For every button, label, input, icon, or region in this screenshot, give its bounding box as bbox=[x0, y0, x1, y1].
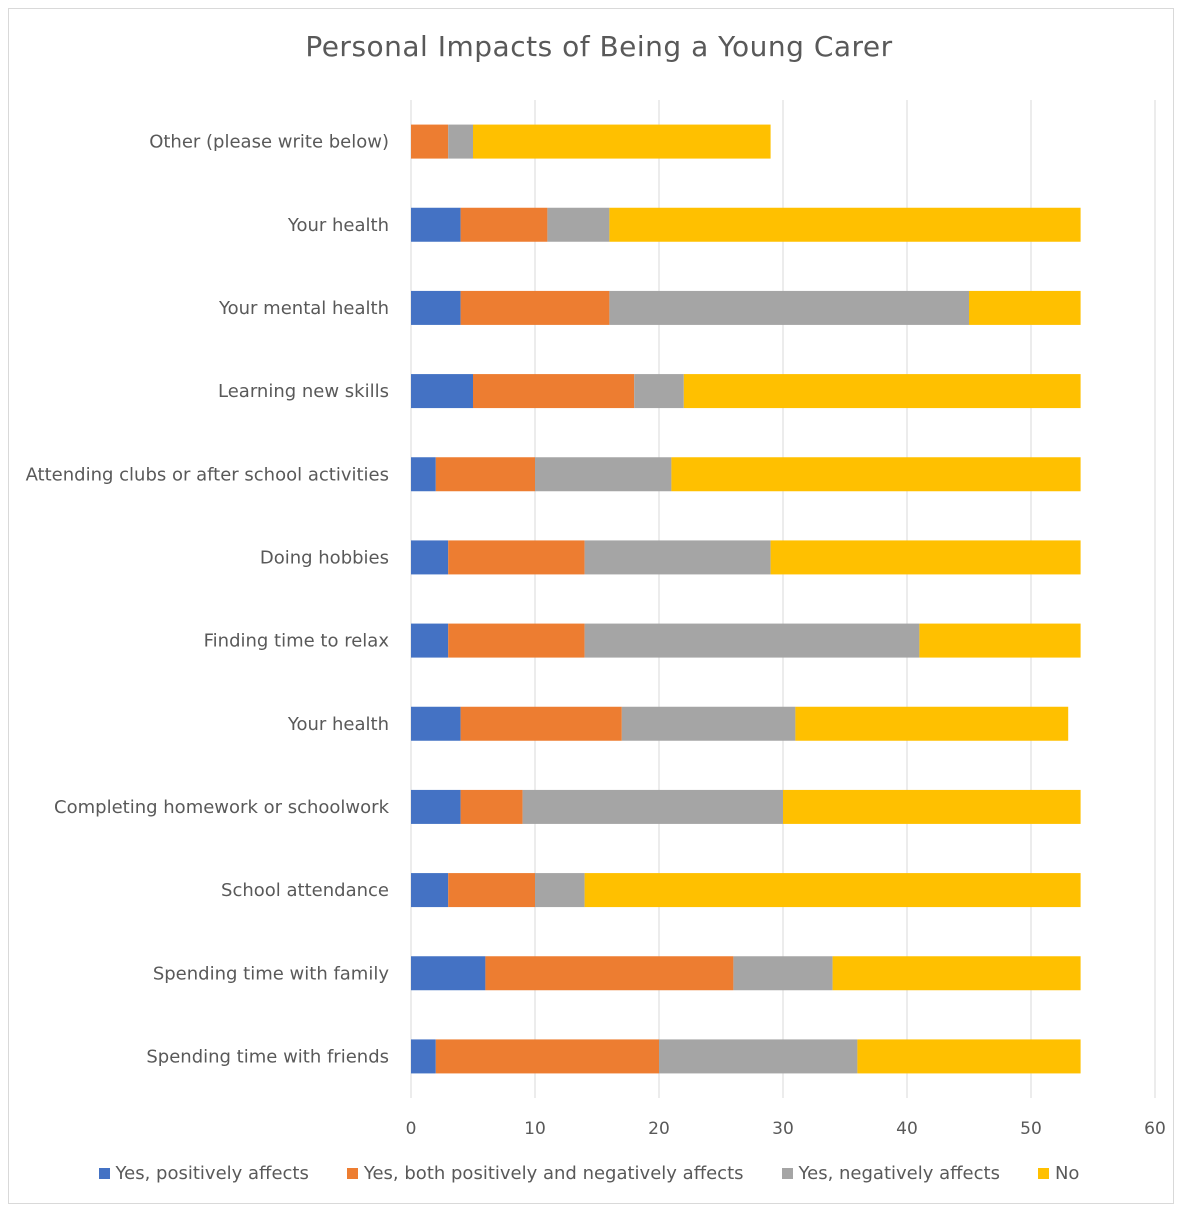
category-label: Attending clubs or after school activiti… bbox=[26, 464, 389, 485]
bar-segment-series-3 bbox=[609, 207, 1081, 242]
bar-segment-series-1 bbox=[460, 706, 622, 741]
bar-segment-series-0 bbox=[411, 873, 449, 908]
category-label: Learning new skills bbox=[218, 381, 389, 402]
bar-segment-series-2 bbox=[584, 540, 771, 575]
category-label: Finding time to relax bbox=[204, 631, 390, 652]
bar-segment-series-3 bbox=[770, 540, 1081, 575]
bar-segment-series-3 bbox=[473, 124, 771, 159]
bar-segment-series-0 bbox=[411, 540, 449, 575]
bar-segment-series-1 bbox=[460, 207, 548, 242]
bar-segment-series-0 bbox=[411, 457, 436, 492]
bar-segment-series-3 bbox=[783, 789, 1081, 824]
legend-swatch bbox=[781, 1168, 793, 1179]
bars bbox=[411, 124, 1081, 1074]
legend-item: Yes, positively affects bbox=[98, 1163, 309, 1184]
category-label: Completing homework or schoolwork bbox=[54, 797, 390, 818]
x-tick-label: 20 bbox=[648, 1119, 670, 1139]
gridlines bbox=[410, 100, 1156, 1098]
chart-title: Personal Impacts of Being a Young Carer bbox=[305, 30, 893, 63]
bar-segment-series-3 bbox=[919, 623, 1081, 658]
bar-segment-series-0 bbox=[411, 956, 486, 991]
bar-segment-series-2 bbox=[609, 290, 969, 325]
bar-segment-series-2 bbox=[535, 457, 672, 492]
bar-segment-series-3 bbox=[795, 706, 1069, 741]
legend-item: Yes, both positively and negatively affe… bbox=[346, 1163, 744, 1184]
bar-segment-series-0 bbox=[411, 207, 461, 242]
bar-segment-series-3 bbox=[832, 956, 1081, 991]
legend-label: Yes, negatively affects bbox=[798, 1163, 1000, 1184]
bar-segment-series-0 bbox=[411, 706, 461, 741]
category-label: Doing hobbies bbox=[260, 547, 389, 568]
bar-segment-series-0 bbox=[411, 290, 461, 325]
legend-swatch bbox=[98, 1168, 110, 1179]
bar-segment-series-2 bbox=[522, 789, 783, 824]
bar-segment-series-1 bbox=[485, 956, 734, 991]
legend-label: Yes, both positively and negatively affe… bbox=[363, 1163, 744, 1184]
category-label: Your mental health bbox=[218, 298, 389, 319]
category-label: School attendance bbox=[221, 880, 389, 901]
bar-segment-series-2 bbox=[733, 956, 833, 991]
bar-segment-series-2 bbox=[448, 124, 473, 159]
x-tick-label: 40 bbox=[896, 1119, 918, 1139]
bar-segment-series-1 bbox=[435, 1039, 659, 1074]
legend-item: Yes, negatively affects bbox=[781, 1163, 1000, 1184]
bar-segment-series-3 bbox=[671, 457, 1081, 492]
category-label: Spending time with family bbox=[153, 963, 390, 984]
bar-segment-series-1 bbox=[448, 873, 535, 908]
legend: Yes, positively affects Yes, both positiv… bbox=[0, 1163, 1178, 1184]
bar-segment-series-3 bbox=[857, 1039, 1081, 1074]
category-label: Your health bbox=[287, 714, 389, 735]
bar-segment-series-2 bbox=[634, 374, 684, 409]
x-tick-label: 30 bbox=[772, 1119, 794, 1139]
chart-frame bbox=[8, 8, 1174, 1204]
bar-segment-series-0 bbox=[411, 789, 461, 824]
bar-segment-series-1 bbox=[411, 124, 449, 159]
bar-segment-series-1 bbox=[460, 789, 523, 824]
bar-segment-series-0 bbox=[411, 1039, 436, 1074]
bar-segment-series-2 bbox=[584, 623, 920, 658]
x-tick-labels: 0 10 20 30 40 50 60 bbox=[406, 1119, 1166, 1139]
bar-segment-series-2 bbox=[535, 873, 585, 908]
bar-segment-series-1 bbox=[435, 457, 535, 492]
bar-segment-series-0 bbox=[411, 374, 473, 409]
bar-segment-series-1 bbox=[460, 290, 610, 325]
bar-segment-series-3 bbox=[584, 873, 1081, 908]
x-tick-label: 50 bbox=[1020, 1119, 1042, 1139]
x-tick-label: 10 bbox=[524, 1119, 546, 1139]
legend-swatch bbox=[1037, 1168, 1049, 1179]
bar-segment-series-1 bbox=[473, 374, 635, 409]
x-tick-label: 60 bbox=[1144, 1119, 1166, 1139]
bar-segment-series-1 bbox=[448, 540, 585, 575]
legend-item: No bbox=[1037, 1163, 1080, 1184]
legend-label: Yes, positively affects bbox=[115, 1163, 309, 1184]
bar-segment-series-2 bbox=[621, 706, 796, 741]
category-label: Other (please write below) bbox=[149, 132, 389, 153]
category-labels: Spending time with friends Spending time … bbox=[26, 132, 390, 1068]
category-label: Spending time with friends bbox=[146, 1046, 389, 1067]
bar-segment-series-3 bbox=[969, 290, 1081, 325]
legend-label: No bbox=[1054, 1163, 1080, 1184]
bar-segment-series-2 bbox=[547, 207, 610, 242]
legend-swatch bbox=[346, 1168, 358, 1179]
bar-segment-series-0 bbox=[411, 623, 449, 658]
category-label: Your health bbox=[287, 215, 389, 236]
bar-segment-series-1 bbox=[448, 623, 585, 658]
bar-segment-series-2 bbox=[659, 1039, 858, 1074]
x-tick-label: 0 bbox=[406, 1119, 417, 1139]
bar-segment-series-3 bbox=[683, 374, 1081, 409]
